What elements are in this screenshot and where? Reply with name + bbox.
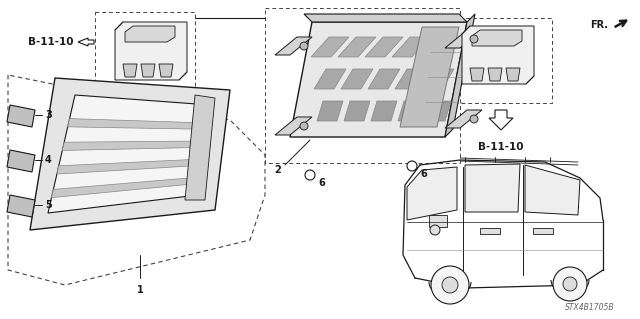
Polygon shape [123, 64, 137, 77]
Polygon shape [141, 64, 155, 77]
Text: 5: 5 [45, 200, 52, 210]
Polygon shape [275, 117, 312, 135]
Polygon shape [314, 69, 346, 89]
Polygon shape [489, 110, 513, 130]
Polygon shape [488, 68, 502, 81]
Polygon shape [462, 26, 534, 84]
Polygon shape [395, 69, 427, 89]
Circle shape [431, 266, 469, 304]
Bar [265, 8, 460, 163]
Text: B-11-10: B-11-10 [28, 37, 74, 47]
Bar [533, 228, 553, 234]
Polygon shape [425, 101, 451, 121]
Polygon shape [275, 37, 312, 55]
Polygon shape [30, 78, 230, 230]
Text: FR.: FR. [590, 20, 608, 30]
Bar [95, 12, 195, 87]
Polygon shape [304, 14, 467, 22]
Polygon shape [48, 95, 210, 213]
Text: 6: 6 [420, 169, 427, 179]
Text: 4: 4 [45, 155, 52, 165]
Text: 1: 1 [136, 285, 143, 295]
Text: STX4B1705B: STX4B1705B [565, 303, 615, 312]
Polygon shape [368, 69, 400, 89]
Polygon shape [185, 95, 215, 200]
Polygon shape [472, 30, 522, 46]
Polygon shape [465, 164, 520, 212]
Bar [480, 228, 500, 234]
Circle shape [300, 42, 308, 50]
Circle shape [442, 277, 458, 293]
Polygon shape [62, 141, 205, 151]
Polygon shape [7, 105, 35, 127]
Polygon shape [392, 37, 430, 57]
Polygon shape [445, 30, 482, 48]
Polygon shape [341, 69, 373, 89]
Polygon shape [422, 69, 454, 89]
Polygon shape [371, 101, 397, 121]
Polygon shape [115, 22, 187, 80]
Polygon shape [365, 37, 403, 57]
Circle shape [305, 170, 315, 180]
Text: B-11-10: B-11-10 [478, 142, 524, 152]
Bar [429, 215, 447, 227]
Polygon shape [338, 37, 376, 57]
Circle shape [470, 35, 478, 43]
Polygon shape [7, 150, 35, 172]
Circle shape [430, 225, 440, 235]
Circle shape [470, 115, 478, 123]
Polygon shape [506, 68, 520, 81]
Circle shape [553, 267, 587, 301]
Polygon shape [290, 22, 467, 137]
Polygon shape [311, 37, 349, 57]
Polygon shape [51, 177, 200, 198]
Polygon shape [317, 101, 343, 121]
Polygon shape [419, 37, 457, 57]
Circle shape [300, 122, 308, 130]
Polygon shape [7, 195, 35, 217]
Polygon shape [125, 26, 175, 42]
Polygon shape [344, 101, 370, 121]
Polygon shape [400, 27, 459, 127]
Polygon shape [57, 159, 203, 174]
Polygon shape [525, 165, 580, 215]
Circle shape [407, 161, 417, 171]
Polygon shape [445, 14, 475, 137]
Polygon shape [398, 101, 424, 121]
Polygon shape [407, 167, 457, 220]
Polygon shape [159, 64, 173, 77]
Circle shape [563, 277, 577, 291]
Text: 3: 3 [45, 110, 52, 120]
Text: 2: 2 [275, 165, 282, 175]
Polygon shape [470, 68, 484, 81]
Text: 6: 6 [318, 178, 324, 188]
Polygon shape [445, 110, 482, 128]
Polygon shape [78, 38, 94, 46]
Bar [452, 18, 552, 103]
Polygon shape [68, 119, 207, 129]
